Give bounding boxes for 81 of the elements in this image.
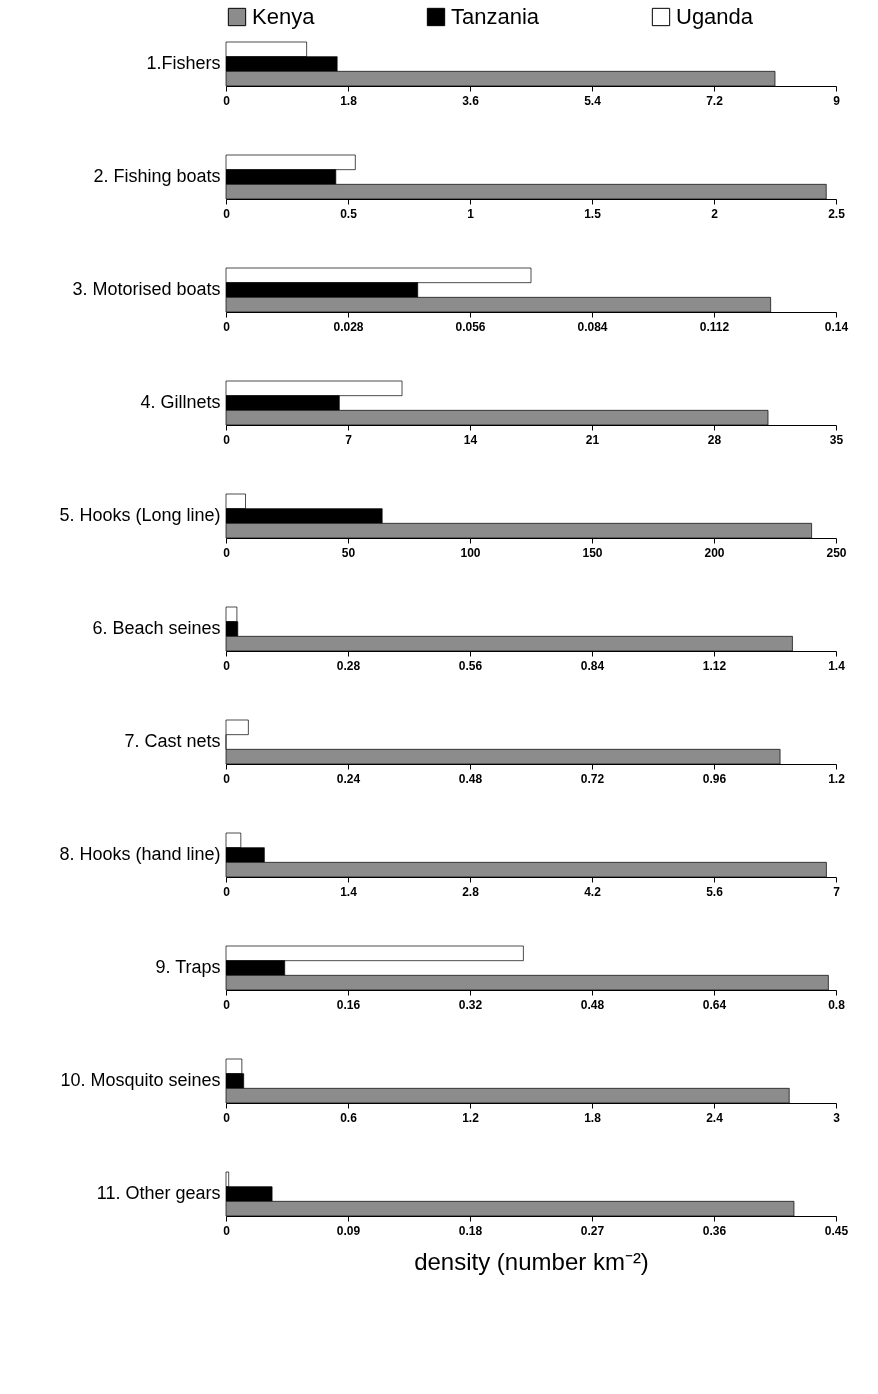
x-tick-label: 0 [223,206,231,221]
x-tick-label: 14 [463,432,478,447]
x-tick-label: 0.084 [577,319,608,334]
x-tick-label: 0.09 [336,1223,361,1238]
legend-label: Uganda [676,4,754,29]
x-tick-label: 2.8 [462,884,480,899]
x-tick-label: 0.36 [702,1223,727,1238]
x-tick-label: 1 [467,206,475,221]
x-tick-label: 7.2 [706,93,724,108]
x-tick-label: 1.12 [702,658,727,673]
y-tick-label: 9. Traps [155,957,221,977]
x-tick-label: 21 [585,432,600,447]
x-tick-label: 0.28 [336,658,361,673]
x-tick-label: 0.27 [580,1223,605,1238]
x-tick-label: 0.6 [340,1110,358,1125]
x-tick-label: 0.72 [580,771,605,786]
x-tick-label: 0.16 [336,997,361,1012]
x-tick-label: 150 [582,545,603,560]
x-tick-label: 28 [707,432,722,447]
x-tick-label: 0.56 [458,658,483,673]
x-tick-label: 1.4 [340,884,358,899]
x-tick-label: 0.45 [824,1223,849,1238]
x-tick-label: 250 [826,545,847,560]
x-tick-label: 0.84 [580,658,605,673]
x-tick-label: 3 [833,1110,841,1125]
x-tick-label: 0.112 [699,319,730,334]
x-tick-label: 9 [833,93,841,108]
x-tick-label: 0.48 [458,771,483,786]
x-tick-label: 5.6 [706,884,724,899]
x-tick-label: 7 [833,884,841,899]
x-tick-label: 0 [223,884,231,899]
y-tick-label: 10. Mosquito seines [60,1070,221,1090]
y-tick-label: 2. Fishing boats [93,166,221,186]
x-tick-label: 0 [223,93,231,108]
y-tick-label: 1.Fishers [146,53,221,73]
x-tick-label: 50 [341,545,356,560]
legend-label: Kenya [252,4,316,29]
x-tick-label: 0.056 [455,319,486,334]
y-tick-label: 7. Cast nets [124,731,221,751]
legend-label: Tanzania [451,4,540,29]
y-tick-label: 8. Hooks (hand line) [59,844,221,864]
x-tick-label: 0.8 [828,997,846,1012]
x-tick-label: 0 [223,545,231,560]
x-tick-label: 5.4 [584,93,602,108]
y-tick-label: 4. Gillnets [140,392,221,412]
x-tick-label: 1.4 [828,658,846,673]
y-tick-label: 3. Motorised boats [72,279,221,299]
x-tick-label: 0.14 [824,319,849,334]
x-tick-label: 0.18 [458,1223,483,1238]
x-tick-label: 0 [223,658,231,673]
x-tick-label: 4.2 [584,884,602,899]
x-tick-label: 0 [223,319,231,334]
x-axis-title: density (number km⁻²) [414,1247,649,1275]
x-tick-label: 1.2 [828,771,846,786]
x-tick-label: 0 [223,432,231,447]
x-tick-label: 2.5 [828,206,846,221]
x-tick-label: 0.64 [702,997,727,1012]
x-tick-label: 1.8 [340,93,358,108]
x-tick-label: 0.32 [458,997,483,1012]
x-tick-label: 0 [223,1110,231,1125]
x-tick-label: 0.028 [333,319,364,334]
x-tick-label: 2.4 [706,1110,724,1125]
x-tick-label: 0 [223,997,231,1012]
x-tick-label: 200 [704,545,725,560]
y-tick-label: 6. Beach seines [92,618,221,638]
x-tick-label: 7 [345,432,353,447]
x-tick-label: 100 [460,545,481,560]
x-tick-label: 0 [223,771,231,786]
x-tick-label: 2 [711,206,719,221]
y-tick-label: 11. Other gears [96,1183,221,1203]
x-tick-label: 35 [829,432,844,447]
x-tick-label: 1.8 [584,1110,602,1125]
x-tick-label: 0.24 [336,771,361,786]
y-tick-label: 5. Hooks (Long line) [59,505,221,525]
x-tick-label: 0 [223,1223,231,1238]
x-tick-label: 0.48 [580,997,605,1012]
x-tick-label: 1.5 [584,206,602,221]
x-tick-label: 0.96 [702,771,727,786]
x-tick-label: 0.5 [340,206,358,221]
x-tick-label: 3.6 [462,93,480,108]
x-tick-label: 1.2 [462,1110,480,1125]
